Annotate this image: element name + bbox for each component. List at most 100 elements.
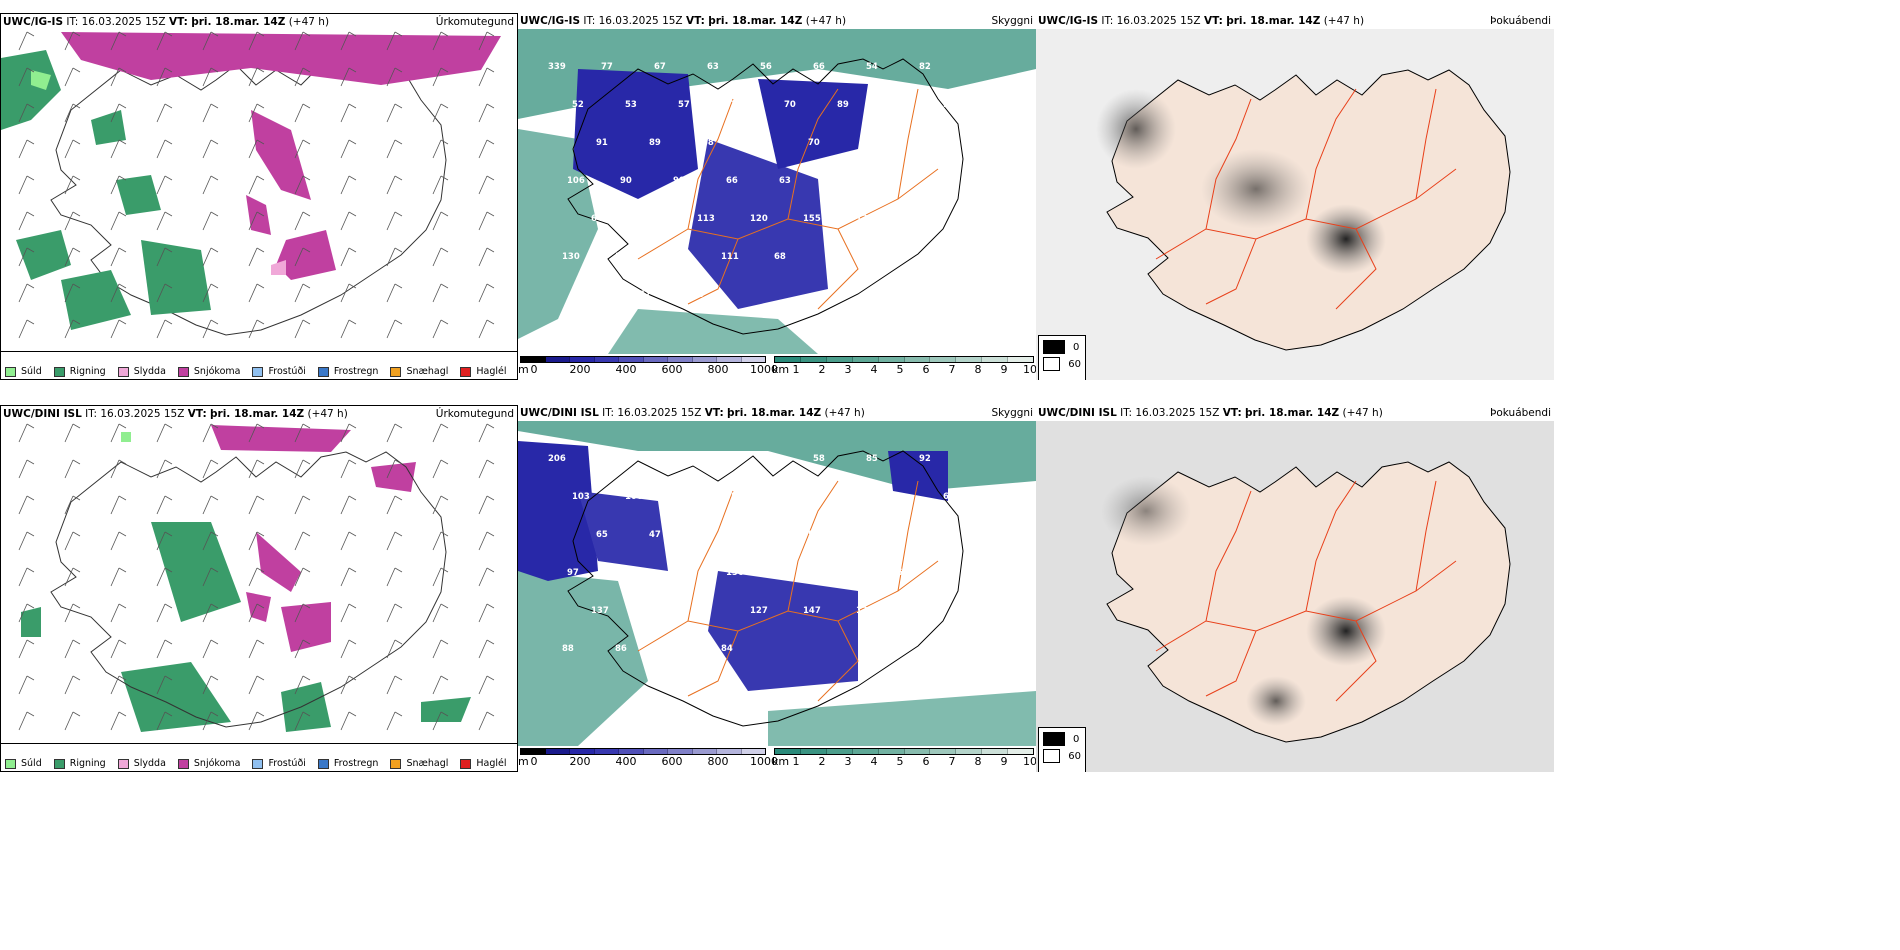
wind-barb-tick bbox=[394, 319, 403, 325]
wind-barb bbox=[432, 175, 442, 195]
low-visibility-area bbox=[768, 691, 1036, 746]
wind-barb-tick bbox=[164, 675, 173, 681]
wind-barb bbox=[202, 319, 212, 339]
wind-barb-tick bbox=[302, 283, 311, 289]
wind-barb bbox=[432, 711, 442, 731]
fog-panel-row1: UWC/IG-IS IT: 16.03.2025 15Z VT: þri. 18… bbox=[1036, 13, 1554, 380]
wind-barb bbox=[110, 139, 120, 159]
visibility-tick-label: 9 bbox=[1000, 363, 1008, 376]
wind-barb bbox=[294, 675, 304, 695]
panel-type-label: Þokuábendi bbox=[1490, 15, 1551, 27]
wind-barb-tick bbox=[256, 423, 265, 429]
wind-barb-tick bbox=[118, 675, 127, 681]
wind-barb bbox=[478, 459, 488, 479]
legend-item: Snjókoma bbox=[177, 758, 240, 769]
wind-barb bbox=[202, 603, 212, 623]
visibility-colorbar bbox=[774, 748, 1034, 755]
wind-barb-tick bbox=[72, 423, 81, 429]
wind-barb-tick bbox=[164, 495, 173, 501]
wind-barb-tick bbox=[486, 459, 495, 465]
wind-barb-tick bbox=[486, 31, 495, 37]
cloud-base-label: 67 bbox=[654, 62, 666, 72]
wind-barb bbox=[386, 103, 396, 123]
wind-barb-tick bbox=[72, 495, 81, 501]
snow-area bbox=[246, 195, 271, 235]
legend-item: Slydda bbox=[117, 366, 166, 377]
cloud-base-label: 63 bbox=[779, 176, 791, 186]
wind-barb-tick bbox=[118, 211, 127, 217]
wind-barb bbox=[432, 423, 442, 443]
wind-barb bbox=[340, 211, 350, 231]
wind-barb bbox=[294, 319, 304, 339]
snow-area bbox=[61, 32, 501, 85]
wind-barb bbox=[294, 423, 304, 443]
cloud-base-label: 179 bbox=[668, 252, 686, 262]
snow-area bbox=[276, 230, 336, 280]
rain-area bbox=[281, 682, 331, 732]
legend-swatch bbox=[177, 366, 189, 377]
wind-barb bbox=[478, 495, 488, 515]
wind-barb-tick bbox=[72, 639, 81, 645]
roads bbox=[637, 480, 939, 702]
wind-barb-tick bbox=[164, 31, 173, 37]
visibility-tick-label: 2 bbox=[818, 363, 826, 376]
wind-barb-tick bbox=[164, 103, 173, 109]
wind-barb bbox=[110, 31, 120, 51]
fog-dark-area bbox=[1306, 596, 1386, 666]
wind-barb-tick bbox=[26, 639, 35, 645]
fog-panel-row2: UWC/DINI ISL IT: 16.03.2025 15Z VT: þri.… bbox=[1036, 405, 1554, 772]
wind-barb-tick bbox=[26, 175, 35, 181]
legend-label: Haglél bbox=[476, 758, 507, 769]
wind-barb-tick bbox=[394, 31, 403, 37]
wind-barb bbox=[432, 459, 442, 479]
wind-barb bbox=[248, 67, 258, 87]
legend-item: Frostregn bbox=[317, 366, 378, 377]
legend-label: Frostúði bbox=[268, 366, 306, 377]
precip-areas bbox=[21, 425, 471, 732]
cloud-panel-row2: UWC/DINI ISL IT: 16.03.2025 15Z VT: þri.… bbox=[518, 405, 1036, 772]
cloud-base-label: 186 bbox=[885, 568, 903, 578]
wind-barb-tick bbox=[348, 139, 357, 145]
visibility-unit-label: km bbox=[772, 363, 790, 376]
wind-barb-tick bbox=[440, 603, 449, 609]
cloud-base-label: 120 bbox=[750, 214, 768, 224]
wind-barb-tick bbox=[210, 67, 219, 73]
cloud-base-label: 227 bbox=[601, 454, 619, 464]
cloud-base-label: 88 bbox=[562, 644, 574, 654]
rain-area bbox=[61, 270, 131, 330]
wind-barb bbox=[64, 283, 74, 303]
cloud-base-label: 53 bbox=[808, 530, 820, 540]
cloud-panel-row1: UWC/IG-IS IT: 16.03.2025 15Z VT: þri. 18… bbox=[518, 13, 1036, 380]
wind-barb bbox=[386, 711, 396, 731]
wind-barbs bbox=[18, 423, 495, 731]
rain-area bbox=[151, 522, 241, 622]
road-line bbox=[687, 630, 739, 697]
wind-barb-tick bbox=[302, 67, 311, 73]
wind-barb bbox=[294, 247, 304, 267]
snow-area bbox=[251, 110, 311, 200]
wind-barb bbox=[18, 495, 28, 515]
wind-barb-tick bbox=[26, 423, 35, 429]
cloud-base-label: 82 bbox=[919, 62, 931, 72]
wind-barb bbox=[432, 675, 442, 695]
wind-barb bbox=[478, 211, 488, 231]
cloud-base-label: 97 bbox=[943, 100, 955, 110]
wind-barb bbox=[64, 495, 74, 515]
wind-barb bbox=[18, 31, 28, 51]
cloud-base-label: 339 bbox=[548, 62, 566, 72]
wind-barb-tick bbox=[394, 283, 403, 289]
precip-legend: Súld Rigning Slydda Snjókoma Frostúði Frostre… bbox=[5, 758, 507, 769]
wind-barb bbox=[110, 603, 120, 623]
wind-barb bbox=[478, 67, 488, 87]
wind-barb-tick bbox=[256, 103, 265, 109]
cloud-base-label: 141 bbox=[861, 530, 879, 540]
wind-barb-tick bbox=[72, 211, 81, 217]
cloud-base-label: 63 bbox=[890, 492, 902, 502]
legend-swatch bbox=[117, 366, 129, 377]
wind-barb-tick bbox=[486, 531, 495, 537]
wind-barb-tick bbox=[256, 567, 265, 573]
wind-barb bbox=[340, 283, 350, 303]
height-tick-label: 200 bbox=[569, 363, 591, 376]
fog-legend-label: 0 bbox=[1073, 733, 1080, 745]
wind-barb bbox=[202, 459, 212, 479]
